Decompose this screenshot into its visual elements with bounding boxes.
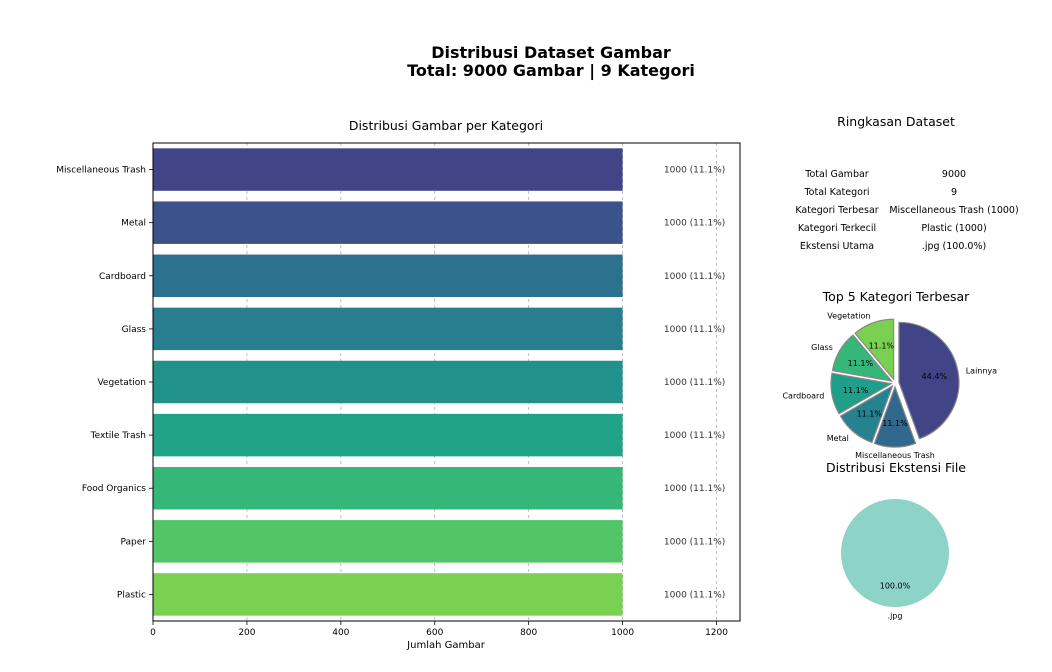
summary-row-value: 9 [951,187,957,198]
summary-rows: Total Gambar 9000 Total Kategori 9 Kategori … [795,169,1018,252]
summary-row-label: Total Kategori [803,187,869,198]
summary-row-label: Ekstensi Utama [800,241,874,252]
summary-title: Ringkasan Dataset [837,114,955,129]
summary-row-label: Kategori Terkecil [798,223,876,234]
pie1-slice [898,321,960,440]
bar-value-labels: 1000 (11.1%) 1000 (11.1%) 1000 (11.1%) 1000… [664,166,725,601]
bar-value-label: 1000 (11.1%) [664,325,725,335]
pie1-pct-label: 11.1% [882,419,908,428]
bar-series [153,148,623,616]
pie1-slices [830,318,960,448]
bar-x-axis-label: Jumlah Gambar [406,640,486,651]
bar-x-tick-label: 1200 [705,628,728,638]
suptitle-line2: Total: 9000 Gambar | 9 Kategori [407,61,695,81]
pie2-slices [841,499,949,607]
pie1-category-label: Metal [827,434,849,443]
summary-row-value: 9000 [942,169,966,180]
bar-x-tick-label: 400 [332,628,349,638]
bar-x-tick-label: 1000 [611,628,634,638]
pie1-slice [873,385,917,448]
extension-pie-chart: Distribusi Ekstensi File 100.0% .jpg [826,460,966,620]
bar [153,520,623,563]
bar-value-label: 1000 (11.1%) [664,590,725,600]
summary-row-label: Kategori Terbesar [795,205,878,216]
bar-y-axis: Miscellaneous Trash Metal Cardboard Glass Ve… [56,166,153,600]
summary-row-value: Miscellaneous Trash (1000) [889,205,1018,216]
bar [153,148,623,191]
bar [153,307,623,351]
summary-row-value: .jpg (100.0%) [922,241,986,252]
suptitle-line1: Distribusi Dataset Gambar [431,43,671,62]
bar [153,466,623,510]
bar-y-tick-label: Textile Trash [90,431,146,441]
pie1-category-label: Miscellaneous Trash [855,451,935,460]
bar-value-label: 1000 (11.1%) [664,219,725,229]
bar-value-label: 1000 (11.1%) [664,378,725,388]
pie1-slice [854,318,895,381]
bar [153,413,623,457]
summary-row-value: Plastic (1000) [921,223,986,234]
bar [153,254,623,298]
bar-y-tick-label: Cardboard [99,272,146,282]
pie1-pct-label: 11.1% [869,341,895,350]
bar-x-tick-label: 200 [238,628,255,638]
bar [153,360,623,404]
pie1-slice [831,334,894,382]
bar-value-label: 1000 (11.1%) [664,166,725,176]
bar-x-tick-label: 600 [426,628,443,638]
summary-row-label: Total Gambar [804,169,868,180]
pie1-category-label: Cardboard [782,391,824,400]
bar [153,573,623,616]
bar-x-axis: 0 200 400 600 800 1000 1200 [150,621,728,638]
summary-table: Ringkasan Dataset Total Gambar 9000Total … [795,114,1018,252]
bar-y-tick-label: Paper [121,537,147,547]
pie1-slice [839,384,894,444]
bar-value-label: 1000 (11.1%) [664,537,725,547]
bar-x-tick-label: 0 [150,628,156,638]
bar-chart: Distribusi Gambar per Kategori Miscellan… [56,118,741,651]
pie2-title: Distribusi Ekstensi File [826,460,966,475]
bar-y-tick-label: Plastic [117,590,146,600]
bar [153,201,623,244]
bar-y-tick-label: Vegetation [97,378,146,388]
bar-chart-title: Distribusi Gambar per Kategori [349,118,543,133]
pie1-pct-label: 11.1% [843,386,869,395]
bar-y-tick-label: Food Organics [82,484,146,494]
pie2-slice [841,499,949,607]
pie1-category-label: Glass [811,343,833,352]
bar-y-tick-label: Glass [122,325,147,335]
pie2-pct-label: 100.0% [880,581,911,590]
bar-y-tick-label: Miscellaneous Trash [56,166,146,176]
bar-value-label: 1000 (11.1%) [664,431,725,441]
bar-y-tick-label: Metal [121,219,146,229]
pie1-slice [830,372,893,415]
pie1-pct-label: 11.1% [848,359,874,368]
bar-value-label: 1000 (11.1%) [664,272,725,282]
pie1-category-label: Vegetation [827,312,870,321]
top5-pie-chart: Top 5 Kategori Terbesar 44.4% Lainnya 11.1… [782,289,997,460]
pie1-labels: 44.4% Lainnya 11.1% Miscellaneous Trash 11.1… [782,312,997,460]
pie1-category-label: Lainnya [966,367,997,376]
pie2-labels: 100.0% .jpg [880,581,911,620]
bar-value-label: 1000 (11.1%) [664,484,725,494]
pie1-title: Top 5 Kategori Terbesar [822,289,971,304]
pie1-pct-label: 11.1% [857,410,883,419]
pie1-pct-label: 44.4% [922,372,948,381]
pie2-category-label: .jpg [888,611,903,620]
bar-x-tick-label: 800 [520,628,537,638]
